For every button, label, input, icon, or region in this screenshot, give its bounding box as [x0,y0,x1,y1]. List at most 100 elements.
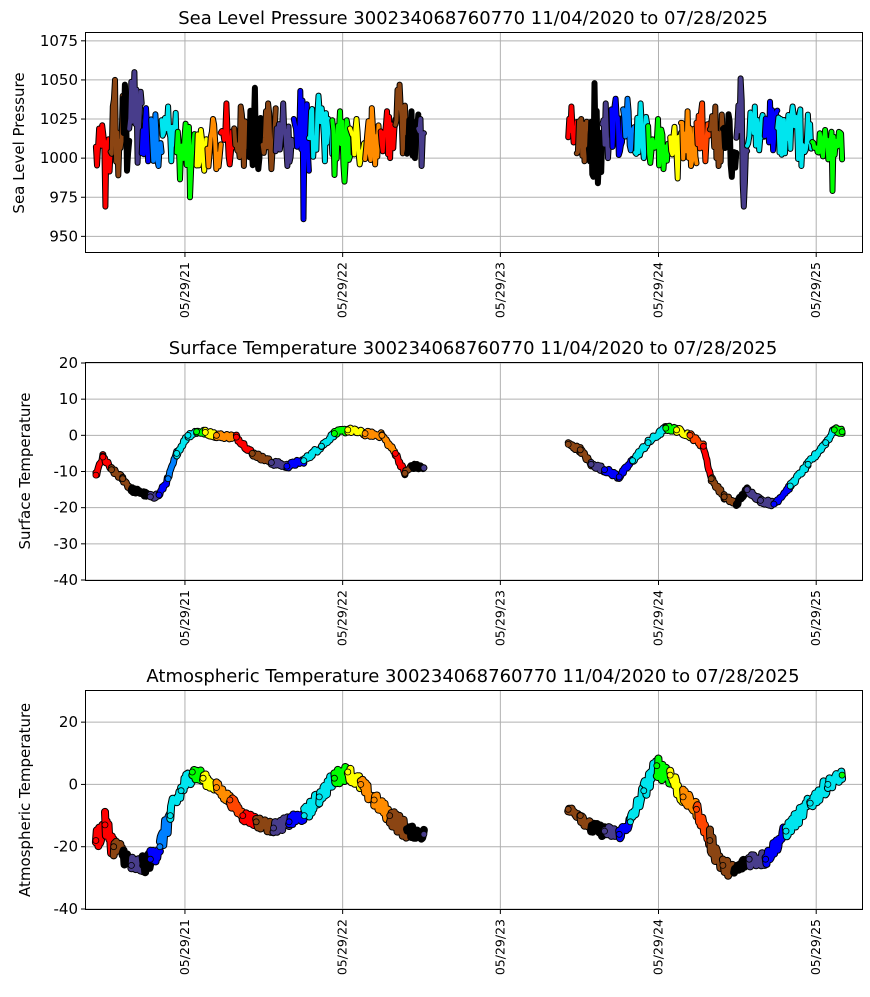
y-tick-label: -20 [54,838,79,856]
data-point [601,827,608,835]
data-point [386,812,394,819]
x-tick-label: 05/29/21 [177,919,192,975]
series-segment-brown [393,82,409,156]
y-tick-label: 20 [59,713,78,731]
series-segment-black [588,820,608,839]
series-segment-black [247,85,265,172]
y-tick-label: -40 [54,571,79,589]
panel-sea-level-pressure: Sea Level Pressure 300234068760770 11/04… [10,8,863,318]
data-point [357,781,365,788]
y-tick-label: 1000 [40,149,78,167]
y-tick-label: -30 [54,535,79,553]
data-point [270,824,277,832]
plot-frame-atmospheric [85,690,863,910]
data-point [824,781,832,788]
data-point [285,818,293,826]
data-point [139,862,147,869]
data-point [232,433,240,441]
grid-surface [86,362,862,581]
plot-frame-pressure [85,32,863,253]
data-marks-atmospheric [91,754,847,880]
data-point [391,449,399,457]
data-point [213,784,220,791]
data-point [110,843,118,851]
x-tick-label: 05/29/24 [650,590,665,646]
series-segment-red [93,123,113,209]
y-ticks-surface: -40 -30 -20 -10 0 10 20 [54,354,86,589]
series-segment-cyan [805,441,829,465]
x-tick-label: 05/29/25 [808,919,823,975]
data-point [806,799,814,807]
series-segment-black [404,823,427,842]
data-point [662,424,670,432]
series-segment-slate [734,76,750,209]
data-point [679,793,687,801]
data-point [686,431,694,439]
series-segment-blue [156,475,171,498]
data-point [420,830,428,838]
series-segment-cyan [301,443,324,463]
data-point [92,837,100,844]
data-point [743,486,751,494]
data-point [108,466,115,474]
data-point [762,855,769,863]
data-point [587,824,595,832]
data-point [700,442,707,450]
data-point [139,489,147,497]
y-tick-label: 20 [59,354,78,372]
data-point [300,812,308,819]
series-segment-brown [574,117,591,164]
data-point [119,475,127,483]
x-tick-label: 05/29/23 [492,590,507,646]
plot-frame-surface [85,362,863,581]
series-segment-black [586,81,605,186]
data-point [127,862,135,869]
data-point [330,430,338,437]
data-point [732,500,740,508]
data-point [166,812,174,819]
series-segment-slate [127,70,144,165]
data-point [730,868,738,875]
series-segment-blue [609,96,626,157]
data-point [330,774,338,782]
data-point [173,449,181,457]
series-segment-cyan [159,104,179,164]
x-tick-label: 05/29/21 [177,262,192,318]
series-segment-orange [371,792,393,824]
data-point [361,430,369,437]
series-segment-brown [707,104,725,168]
data-point [629,457,636,465]
series-segment-red [233,432,255,456]
data-point [564,805,572,813]
y-tick-label: 10 [59,390,78,408]
series-segment-red [700,445,714,481]
data-point [745,855,753,863]
y-tick-label: -10 [54,463,79,481]
data-point [640,787,648,795]
data-point [164,475,172,483]
series-segment-green [810,128,845,193]
series-segment-yellow [668,124,683,181]
x-ticks-surface: 05/29/21 05/29/22 05/29/23 05/29/24 05/29/25 [177,580,823,646]
x-tick-label: 05/29/21 [177,590,192,646]
data-point [119,849,127,857]
grid-atmospheric [86,691,862,910]
x-tick-label: 05/29/22 [335,919,350,975]
series-segment-orange [205,117,223,172]
x-tick-label: 05/29/25 [808,262,823,318]
data-point [706,837,714,844]
data-point [300,457,308,465]
data-point [653,762,661,770]
x-tick-label: 05/29/22 [335,262,350,318]
data-point [146,855,154,863]
data-point [564,440,572,448]
data-point [804,460,812,468]
chart-title-surface: Surface Temperature 300234068760770 11/0… [169,338,778,359]
series-segment-slate [273,101,296,168]
data-point [830,426,838,434]
data-point [318,442,325,450]
y-tick-label: 0 [68,426,78,444]
data-point [627,818,634,826]
